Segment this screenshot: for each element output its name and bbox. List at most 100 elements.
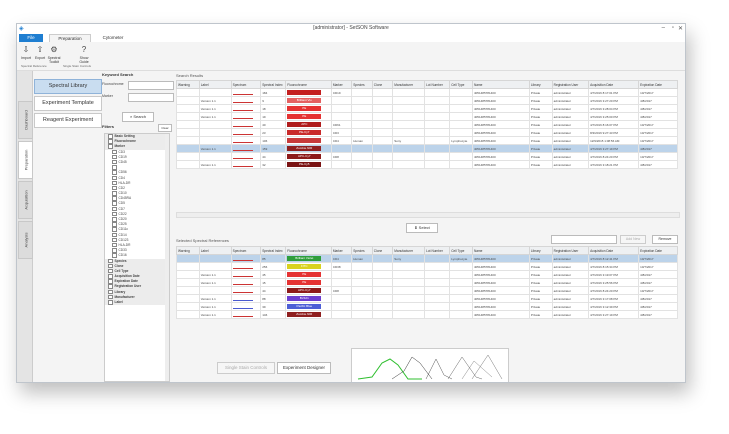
experiment-designer-button[interactable]: Experiment Designer (277, 362, 331, 374)
table-row[interactable]: Version 1.1 88 BV421 4051485781400 Private ad… (176, 294, 678, 303)
checkbox[interactable] (112, 237, 117, 243)
checkbox[interactable] (112, 253, 117, 258)
filter-item[interactable]: HLA-DR (105, 242, 169, 248)
column-header[interactable]: Spectral Index (260, 80, 287, 89)
column-header[interactable]: Fluorochrome (285, 80, 332, 89)
table-row[interactable]: Version 1.1 19 PE 4051485781400 Private admin… (176, 112, 678, 121)
filter-item[interactable]: CD10 (105, 191, 169, 196)
tab-cytometer[interactable]: Cytometer (102, 35, 124, 40)
filter-group[interactable]: Clone (105, 263, 169, 269)
column-header[interactable]: Registration User (551, 246, 590, 255)
table-row[interactable]: Version 1.1 15 PE 4051485781400 Private admin… (176, 278, 678, 287)
column-header[interactable]: Spectral Index (260, 246, 287, 255)
nav-spectral-library[interactable]: Spectral Library (34, 79, 102, 94)
column-header[interactable]: Spectrum (230, 80, 262, 89)
filter-item[interactable]: CD4 (105, 175, 169, 181)
filter-group[interactable]: Library (105, 289, 169, 295)
checkbox[interactable] (112, 196, 117, 201)
table-row[interactable]: Version 1.1 32 PE-Cy5 4051485781400 Private a… (176, 160, 678, 169)
checkbox[interactable] (112, 201, 117, 206)
search-button[interactable]: ⌕ Search (122, 112, 154, 122)
expand-icon[interactable] (108, 139, 113, 144)
checkbox[interactable] (112, 185, 117, 191)
checkbox[interactable] (112, 232, 117, 238)
table-row[interactable]: 184 CD19 4051485781400 Private administrator… (176, 88, 678, 97)
expand-icon[interactable] (108, 263, 113, 269)
checkbox[interactable] (112, 248, 117, 253)
filter-group[interactable]: Cell Type (105, 268, 169, 275)
checkbox[interactable] (112, 242, 117, 248)
column-header[interactable]: Species (351, 80, 373, 89)
minimize-icon[interactable]: – (661, 25, 665, 31)
vtab-analysis[interactable]: Analysis (18, 221, 33, 259)
table-row[interactable]: Version 1.1 45 PE 4051485781400 Private admin… (176, 270, 678, 279)
expand-icon[interactable] (108, 289, 113, 295)
column-header[interactable]: Acquisition Date (588, 80, 640, 89)
filter-group[interactable]: Basic Setting (105, 134, 169, 140)
table-row[interactable]: Version 1.1 159 Zombie NIR 4051485781400 Pri… (176, 144, 678, 153)
table-row[interactable]: Version 1.1 39 Pacific Blue 4051485781400 Pr… (176, 302, 678, 311)
filter-scrollbar[interactable] (165, 134, 169, 381)
column-header[interactable]: Warning (176, 246, 200, 255)
expand-icon[interactable] (108, 279, 113, 284)
expand-icon[interactable] (108, 268, 113, 274)
filter-item[interactable]: CD19 (105, 154, 169, 160)
tab-file[interactable]: File (19, 34, 43, 42)
expand-icon[interactable] (108, 300, 113, 305)
checkbox[interactable] (112, 149, 117, 155)
column-header[interactable]: Spectrum (230, 246, 262, 255)
filter-item[interactable]: CD45 (105, 159, 169, 165)
table-row[interactable]: 44 APC-Cy7 CD8 4051485781400 Private administ… (176, 152, 678, 161)
expand-icon[interactable] (108, 258, 113, 263)
filter-item[interactable]: CD56 (105, 170, 169, 175)
single-stain-controls-button[interactable]: Single Stain Controls (217, 362, 275, 374)
maximize-icon[interactable]: ▫ (671, 25, 674, 31)
filter-item[interactable]: CD3 (105, 149, 169, 155)
select-button[interactable]: ⬇ Select (406, 223, 438, 233)
checkbox[interactable] (112, 154, 117, 160)
column-header[interactable]: Registration User (551, 80, 590, 89)
table-row[interactable]: 85 Brilliant Violet CD4 Human Sony Lymphocyte… (176, 254, 678, 263)
checkbox[interactable] (112, 191, 117, 196)
table-row[interactable]: 40 APC CD61 4051485781400 Private administrat… (176, 120, 678, 129)
column-header[interactable]: Warning (176, 80, 200, 89)
column-header[interactable]: Cell Type (449, 246, 473, 255)
filter-group[interactable]: Registration User (105, 284, 169, 290)
expand-icon[interactable] (108, 144, 113, 149)
clear-button[interactable]: Clear (158, 124, 172, 132)
fluorochrome-input[interactable] (128, 81, 174, 90)
show-guide-button[interactable]: ? Show Guide (77, 44, 91, 64)
expand-icon[interactable] (108, 134, 113, 139)
vtab-preparation[interactable]: Preparation (18, 141, 33, 179)
checkbox[interactable] (112, 175, 117, 180)
selected-search-input[interactable] (551, 235, 617, 244)
vtab-acquisition[interactable]: Acquisition (18, 181, 33, 219)
column-header[interactable]: Lot Number (424, 80, 451, 89)
checkbox[interactable] (112, 217, 117, 222)
filter-group[interactable]: Label (105, 300, 169, 306)
filter-group[interactable]: Manufacturer (105, 294, 169, 300)
column-header[interactable]: Label (198, 80, 232, 89)
column-header[interactable]: Library (528, 246, 553, 255)
filter-item[interactable]: CD14 (105, 232, 169, 238)
column-header[interactable]: Clone (371, 246, 394, 255)
checkbox[interactable] (112, 170, 117, 175)
filter-item[interactable]: CD33 (105, 248, 169, 253)
vtab-dashboard[interactable]: Dashboard (18, 101, 33, 139)
table-row[interactable]: 256 FITC CD38 4051485781400 Private administr… (176, 262, 678, 271)
checkbox[interactable] (112, 222, 117, 227)
filter-item[interactable]: HLA-DR (105, 180, 169, 186)
column-header[interactable]: Cell Type (449, 80, 473, 89)
column-header[interactable]: Fluorochrome (285, 246, 332, 255)
remove-button[interactable]: Remove (652, 235, 678, 244)
expand-icon[interactable] (108, 274, 113, 279)
filter-item[interactable]: CD20 (105, 217, 169, 222)
import-button[interactable]: ⇩ Import (19, 44, 33, 60)
checkbox[interactable] (112, 180, 117, 186)
table-row[interactable]: Version 1.1 146 Zombie NIR 4051485781400 Pri… (176, 310, 678, 319)
column-header[interactable]: Expiration Date (638, 80, 678, 89)
add-new-button[interactable]: Add New (620, 235, 646, 244)
filter-item[interactable]: CD11c (105, 227, 169, 232)
table-row[interactable]: Version 1.1 18 PE 4051485781400 Private admin… (176, 104, 678, 113)
filter-item[interactable]: CD5 (105, 201, 169, 206)
